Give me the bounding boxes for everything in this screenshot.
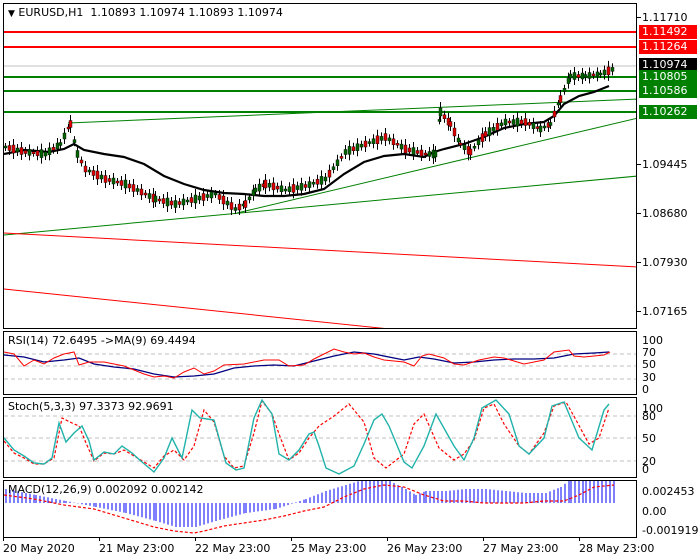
resistance-tag: 1.11492: [639, 25, 697, 39]
moving-average-line: [4, 84, 610, 198]
trend-line-middle: [236, 117, 636, 214]
rsi-axis-label: 100: [642, 334, 663, 347]
stoch-signal-line: [4, 399, 610, 469]
price-label: 1.07930: [642, 256, 688, 269]
trend-line-upper: [67, 98, 636, 124]
rsi-axis-label: 50: [642, 358, 656, 371]
time-label: 27 May 23:00: [483, 542, 559, 555]
low-value: 1.10893: [188, 6, 234, 19]
time-label: 26 May 23:00: [387, 542, 463, 555]
price-tick: [637, 164, 641, 165]
macd-axis-label: -0.001919: [642, 524, 699, 537]
support-tag: 1.10262: [639, 105, 697, 119]
time-tick: [99, 537, 100, 541]
time-label: 25 May 23:00: [291, 542, 367, 555]
time-label: 21 May 23:00: [99, 542, 175, 555]
rsi-ma-line: [4, 351, 610, 378]
time-label: 22 May 23:00: [195, 542, 271, 555]
resistance-tag: 1.11264: [639, 40, 697, 54]
rsi-axis-label: 30: [642, 371, 656, 384]
stoch-axis-label: 80: [642, 410, 656, 423]
stoch-axis-label: 20: [642, 455, 656, 468]
support-tag: 1.10586: [639, 84, 697, 98]
time-label: 28 May 23:00: [579, 542, 655, 555]
red-trend-line-1: [4, 232, 636, 268]
rsi-plot: [4, 348, 636, 380]
chart-header: ▼ EURUSD,H1 1.10893 1.10974 1.10893 1.10…: [8, 6, 283, 19]
macd-title: MACD(12,26,9) 0.002092 0.002142: [8, 483, 204, 496]
open-value: 1.10893: [90, 6, 136, 19]
candlesticks: [4, 60, 615, 215]
macd-axis-label: 0.00: [642, 505, 667, 518]
time-tick: [483, 537, 484, 541]
macd-axis-label: 0.002453: [642, 485, 695, 498]
support-tag: 1.10805: [639, 70, 697, 84]
time-tick: [387, 537, 388, 541]
rsi-axis-label: 70: [642, 346, 656, 359]
rsi-panel[interactable]: RSI(14) 72.6495 ->MA(9) 69.4494: [3, 331, 637, 395]
price-label: 1.07165: [642, 305, 688, 318]
time-tick: [291, 537, 292, 541]
price-tick: [637, 311, 641, 312]
time-tick: [579, 537, 580, 541]
price-tick: [637, 262, 641, 263]
red-trend-line-2: [4, 288, 385, 328]
macd-plot: [4, 481, 615, 534]
price-tick: [637, 17, 641, 18]
time-tick: [3, 537, 4, 541]
rsi-title: RSI(14) 72.6495 ->MA(9) 69.4494: [8, 334, 196, 347]
triangle-down-icon[interactable]: ▼: [8, 9, 15, 19]
stoch-axis-label: 0: [642, 463, 649, 476]
close-value: 1.10974: [237, 6, 283, 19]
price-chart-panel[interactable]: ▼ EURUSD,H1 1.10893 1.10974 1.10893 1.10…: [3, 3, 637, 329]
macd-panel[interactable]: MACD(12,26,9) 0.002092 0.002142: [3, 480, 637, 538]
price-label: 1.11710: [642, 11, 688, 24]
macd-histogram: [5, 481, 615, 527]
high-value: 1.10974: [139, 6, 185, 19]
rsi-line: [4, 348, 611, 379]
time-label: 20 May 2020: [3, 542, 75, 555]
price-plot: [4, 31, 636, 328]
stoch-title: Stoch(5,3,3) 97.3373 92.9691: [8, 400, 174, 413]
stoch-axis-label: 50: [642, 432, 656, 445]
rsi-axis-label: 0: [642, 383, 649, 396]
price-label: 1.08680: [642, 207, 688, 220]
stoch-plot: [4, 398, 636, 475]
symbol-label: EURUSD,H1: [18, 6, 84, 19]
trend-line-lower: [4, 175, 636, 236]
stoch-main-line: [4, 398, 610, 475]
stochastic-panel[interactable]: Stoch(5,3,3) 97.3373 92.9691: [3, 397, 637, 478]
time-tick: [195, 537, 196, 541]
price-label: 1.09445: [642, 158, 688, 171]
price-tick: [637, 213, 641, 214]
macd-signal-line: [4, 484, 615, 534]
current-price-tag: 1.10974: [639, 58, 697, 72]
stoch-axis-label: 100: [642, 402, 663, 415]
